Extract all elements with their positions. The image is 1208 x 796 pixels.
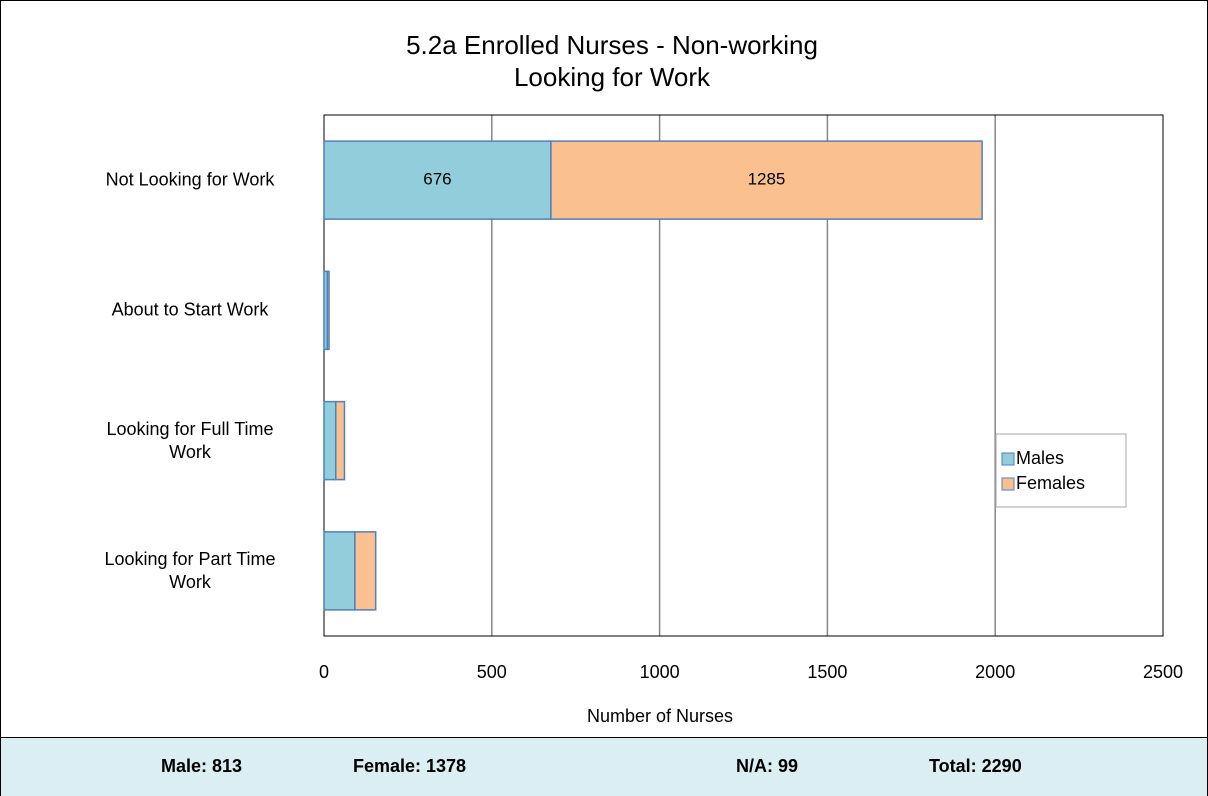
x-tick-label: 0 [319, 662, 329, 682]
footer-item: Male: 813 [161, 756, 243, 776]
bar [323, 400, 337, 481]
y-tick-label: Looking for Part Time Work [104, 548, 276, 592]
footer-item: Female: 1378 [353, 756, 467, 776]
bar [354, 531, 377, 611]
bar [550, 140, 983, 220]
x-tick-label: 500 [477, 662, 507, 682]
y-tick-label: About to Start Work [111, 299, 269, 320]
x-tick-label: 1500 [807, 662, 847, 682]
x-tick-label: 2000 [975, 662, 1015, 682]
bar [323, 531, 356, 611]
x-tick-label: 1000 [640, 662, 680, 682]
legend-label: Males [1016, 448, 1064, 468]
legend-label: Females [1016, 473, 1085, 493]
footer: Male: 813 Female: 1378 N/A: 99 Total: 2290 [0, 737, 1208, 796]
legend-swatch [1001, 477, 1015, 491]
data-label: 1285 [748, 170, 786, 189]
bar [334, 400, 346, 481]
y-tick-label: Not Looking for Work [105, 169, 275, 190]
footer-item: Total: 2290 [929, 756, 1022, 776]
bar [326, 270, 330, 351]
data-label: 676 [423, 170, 451, 189]
bar [323, 140, 552, 220]
plot-border [323, 114, 1164, 637]
legend-swatch [1001, 452, 1015, 466]
footer-item: N/A: 99 [736, 756, 799, 776]
x-axis-label: Number of Nurses [587, 706, 733, 726]
chart-title: 5.2a Enrolled Nurses - Non-working Lookin… [406, 30, 818, 92]
x-tick-label: 2500 [1143, 662, 1183, 682]
y-tick-label: Looking for Full Time Work [106, 418, 274, 462]
legend-box [995, 433, 1127, 508]
